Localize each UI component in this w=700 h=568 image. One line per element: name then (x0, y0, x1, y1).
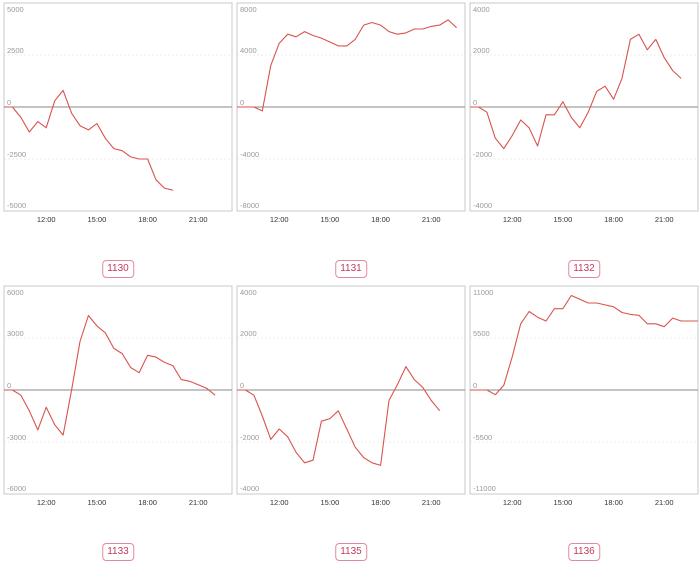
x-tick-label: 18:00 (371, 498, 390, 507)
y-tick-label: 0 (240, 381, 244, 390)
chart-label-badge[interactable]: 1132 (568, 260, 600, 278)
x-tick-label: 12:00 (270, 215, 289, 224)
chart-svg-1133: 6000 3000 0 -3000 -6000 12:00 15:00 18:00 21:00 (3, 285, 233, 507)
x-tick-label: 12:00 (503, 215, 522, 224)
y-tick-label: -2000 (240, 433, 259, 442)
y-tick-label: -2500 (7, 150, 26, 159)
y-tick-label: 5000 (7, 5, 24, 14)
y-tick-label: -4000 (240, 150, 259, 159)
chart-svg-1132: 4000 2000 0 -2000 -4000 12:00 15:00 18:00 21:00 (469, 2, 699, 224)
x-tick-label: 15:00 (320, 215, 339, 224)
x-tick-label: 12:00 (37, 498, 56, 507)
x-tick-label: 15:00 (553, 215, 572, 224)
chart-label-badge[interactable]: 1133 (102, 543, 134, 561)
y-tick-label: -3000 (7, 433, 26, 442)
y-tick-label: -5000 (7, 201, 26, 210)
x-tick-label: 21:00 (655, 498, 674, 507)
y-tick-label: 0 (7, 381, 11, 390)
chart-panel-1131: 8000 4000 0 -4000 -8000 12:00 15:00 18:00 21:00 1… (236, 2, 469, 285)
y-tick-label: -11000 (473, 484, 496, 493)
x-tick-label: 21:00 (189, 215, 208, 224)
y-tick-label: -2000 (473, 150, 492, 159)
y-tick-label: 2000 (240, 329, 257, 338)
chart-label-badge[interactable]: 1131 (335, 260, 367, 278)
y-tick-label: 4000 (473, 5, 490, 14)
y-tick-label: 4000 (240, 288, 257, 297)
x-tick-label: 18:00 (604, 215, 623, 224)
series-line (470, 294, 698, 396)
x-tick-label: 18:00 (604, 498, 623, 507)
x-tick-label: 21:00 (422, 215, 441, 224)
y-tick-label: 8000 (240, 5, 257, 14)
chart-label-badge[interactable]: 1130 (102, 260, 134, 278)
chart-panel-1130: 5000 2500 0 -2500 -5000 12:00 15:00 18:00 21:00 1… (3, 2, 236, 285)
x-tick-label: 15:00 (87, 498, 106, 507)
y-tick-label: -6000 (7, 484, 26, 493)
x-tick-label: 18:00 (138, 215, 157, 224)
series-line (4, 89, 174, 191)
chart-panel-1135: 4000 2000 0 -2000 -4000 12:00 15:00 18:00 21:00 1… (236, 285, 469, 568)
chart-panel-1132: 4000 2000 0 -2000 -4000 12:00 15:00 18:00 21:00 1… (469, 2, 700, 285)
series-line (4, 314, 216, 436)
chart-label-badge[interactable]: 1135 (335, 543, 367, 561)
x-tick-label: 21:00 (422, 498, 441, 507)
chart-svg-1136: 11000 5500 0 -5500 -11000 12:00 15:00 18:00 21:0… (469, 285, 699, 507)
chart-svg-1135: 4000 2000 0 -2000 -4000 12:00 15:00 18:00 21:00 (236, 285, 466, 507)
series-line (237, 19, 457, 112)
y-tick-label: 4000 (240, 46, 257, 55)
x-tick-label: 12:00 (503, 498, 522, 507)
series-line (237, 366, 441, 466)
y-tick-label: 11000 (473, 288, 493, 297)
x-tick-label: 21:00 (189, 498, 208, 507)
chart-svg-1131: 8000 4000 0 -4000 -8000 12:00 15:00 18:00 21:00 (236, 2, 466, 224)
y-tick-label: 6000 (7, 288, 24, 297)
x-tick-label: 15:00 (553, 498, 572, 507)
y-tick-label: 0 (7, 98, 11, 107)
chart-panel-1133: 6000 3000 0 -3000 -6000 12:00 15:00 18:00 21:00 1… (3, 285, 236, 568)
chart-label-badge[interactable]: 1136 (568, 543, 600, 561)
y-tick-label: 0 (473, 381, 477, 390)
series-line (470, 33, 682, 150)
y-tick-label: 0 (240, 98, 244, 107)
y-tick-label: -4000 (240, 484, 259, 493)
x-tick-label: 15:00 (320, 498, 339, 507)
x-tick-label: 21:00 (655, 215, 674, 224)
x-tick-label: 18:00 (138, 498, 157, 507)
y-tick-label: 2000 (473, 46, 490, 55)
x-tick-label: 18:00 (371, 215, 390, 224)
x-tick-label: 15:00 (87, 215, 106, 224)
y-tick-label: 0 (473, 98, 477, 107)
y-tick-label: 3000 (7, 329, 24, 338)
y-tick-label: -8000 (240, 201, 259, 210)
chart-svg-1130: 5000 2500 0 -2500 -5000 12:00 15:00 18:00 21:00 (3, 2, 233, 224)
x-tick-label: 12:00 (37, 215, 56, 224)
x-tick-label: 12:00 (270, 498, 289, 507)
y-tick-label: 2500 (7, 46, 24, 55)
y-tick-label: -5500 (473, 433, 492, 442)
y-tick-label: -4000 (473, 201, 492, 210)
chart-panel-1136: 11000 5500 0 -5500 -11000 12:00 15:00 18:00 21:0… (469, 285, 700, 568)
y-tick-label: 5500 (473, 329, 490, 338)
